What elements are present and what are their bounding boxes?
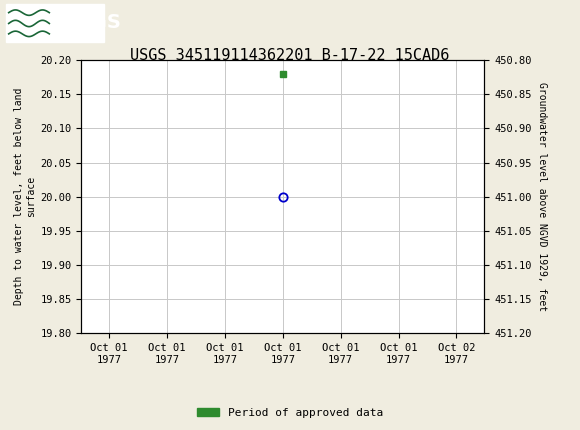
Y-axis label: Depth to water level, feet below land
surface: Depth to water level, feet below land su… — [14, 88, 36, 305]
Legend: Period of approved data: Period of approved data — [193, 403, 387, 422]
Text: USGS 345119114362201 B-17-22 15CAD6: USGS 345119114362201 B-17-22 15CAD6 — [130, 48, 450, 62]
Text: USGS: USGS — [61, 13, 121, 32]
Y-axis label: Groundwater level above NGVD 1929, feet: Groundwater level above NGVD 1929, feet — [537, 82, 547, 311]
